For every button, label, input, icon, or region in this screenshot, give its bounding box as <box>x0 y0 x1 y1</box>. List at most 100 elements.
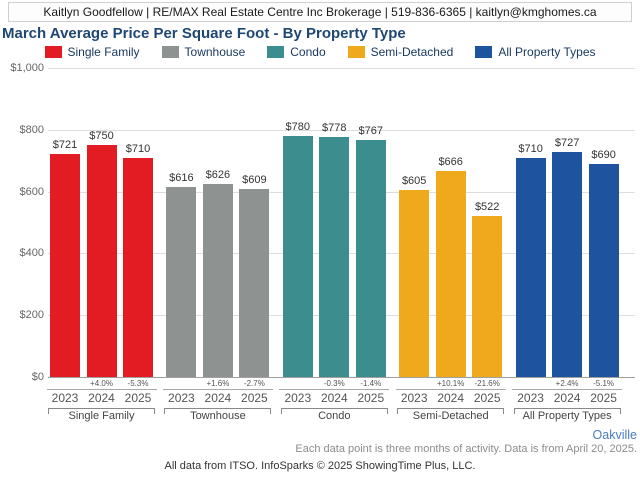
bar-value-label: $626 <box>205 168 231 181</box>
bar-townhouse-2025[interactable] <box>239 188 270 377</box>
bar-value-label: $767 <box>358 124 384 137</box>
legend-label: Condo <box>290 45 326 59</box>
bar-value-label: $690 <box>591 148 616 161</box>
bar-all-property-types-2025[interactable] <box>588 163 619 377</box>
x-axis-year-label: 2025 <box>124 391 152 405</box>
bar-semi-detached-2025[interactable] <box>472 215 503 377</box>
change-percent-label: -2.7% <box>243 379 265 388</box>
bar-value-label: $616 <box>169 171 194 184</box>
bar-value-label: $710 <box>518 142 543 155</box>
bar-single-family-2024[interactable] <box>86 145 117 377</box>
x-axis-year-label: 2025 <box>357 391 385 405</box>
legend-item-semi-detached[interactable]: Semi-Detached <box>347 45 454 59</box>
change-percent-label: -5.3% <box>127 379 149 388</box>
x-axis-year-label: 2023 <box>51 391 79 405</box>
gridline <box>48 129 635 131</box>
x-axis-year-label: 2025 <box>241 391 268 405</box>
x-axis-year-label: 2025 <box>590 391 617 405</box>
x-axis-line <box>48 377 635 378</box>
attribution-text: All data from ITSO. InfoSparks © 2025 Sh… <box>164 460 476 472</box>
change-percent-label: +10.1% <box>437 379 465 388</box>
legend-label: All Property Types <box>498 45 596 59</box>
bar-condo-2024[interactable] <box>319 136 350 377</box>
bar-single-family-2025[interactable] <box>123 157 153 377</box>
group-label-condo: Condo <box>318 410 351 422</box>
location-link[interactable]: Oakville <box>592 428 637 442</box>
group-separator-line <box>46 389 157 390</box>
group-separator-line <box>512 389 623 390</box>
data-footnote: Each data point is three months of activ… <box>295 443 637 455</box>
change-percent-label: +1.6% <box>206 379 230 388</box>
x-axis-year-label: 2024 <box>88 391 115 405</box>
legend-item-all-property-types[interactable]: All Property Types <box>475 45 596 59</box>
change-percent-label: +2.4% <box>555 379 579 388</box>
group-label-semi-detached: Semi-Detached <box>412 410 489 422</box>
change-percent-label: -0.3% <box>323 379 345 388</box>
bar-townhouse-2023[interactable] <box>166 186 197 377</box>
bar-value-label: $522 <box>474 200 500 213</box>
bar-value-label: $721 <box>52 139 78 152</box>
bar-value-label: $778 <box>322 121 347 134</box>
group-bracket <box>280 408 388 414</box>
x-axis-year-label: 2024 <box>320 391 348 405</box>
legend-swatch-icon <box>267 46 285 58</box>
bar-semi-detached-2024[interactable] <box>435 171 466 377</box>
group-label-all-property-types: All Property Types <box>522 410 612 422</box>
bar-value-label: $780 <box>285 120 311 133</box>
bar-all-property-types-2024[interactable] <box>552 152 583 377</box>
change-percent-label: -1.4% <box>360 379 382 388</box>
group-bracket <box>48 408 155 414</box>
chart-legend: Single Family Townhouse Condo Semi-Detached… <box>0 45 640 59</box>
change-percent-label: -21.6% <box>474 379 500 388</box>
group-separator-line <box>162 389 273 390</box>
bar-townhouse-2024[interactable] <box>202 183 233 377</box>
x-axis-year-label: 2023 <box>284 391 312 405</box>
x-axis-year-label: 2025 <box>473 391 501 405</box>
change-percent-label: -5.1% <box>593 379 615 388</box>
y-axis-tick-label: $600 <box>19 185 44 198</box>
bar-value-label: $710 <box>125 142 151 155</box>
bar-value-label: $666 <box>438 156 463 169</box>
x-axis-year-label: 2023 <box>517 391 544 405</box>
x-axis-year-label: 2023 <box>168 391 195 405</box>
legend-swatch-icon <box>475 46 493 58</box>
bar-value-label: $609 <box>242 173 267 186</box>
x-axis-year-label: 2023 <box>400 391 428 405</box>
legend-label: Semi-Detached <box>370 45 454 59</box>
legend-item-condo[interactable]: Condo <box>267 45 326 59</box>
bar-value-label: $605 <box>401 175 427 188</box>
legend-swatch-icon <box>161 46 179 58</box>
chart-title: March Average Price Per Square Foot - By… <box>2 25 406 42</box>
gridline <box>48 68 635 69</box>
group-separator-line <box>279 389 390 390</box>
bar-single-family-2023[interactable] <box>50 154 80 377</box>
group-bracket <box>397 408 505 414</box>
legend-label: Single Family <box>67 45 140 59</box>
x-axis-year-label: 2024 <box>204 391 232 405</box>
change-percent-label: +4.0% <box>90 379 113 388</box>
y-axis-tick-label: $200 <box>19 309 44 322</box>
legend-item-townhouse[interactable]: Townhouse <box>161 45 246 59</box>
bar-value-label: $750 <box>89 130 114 143</box>
legend-swatch-icon <box>347 46 365 58</box>
legend-item-single-family[interactable]: Single Family <box>44 45 140 59</box>
y-axis-tick-label: $0 <box>31 371 44 383</box>
y-axis-tick-label: $1,000 <box>10 62 44 74</box>
y-axis-tick-label: $800 <box>19 123 44 136</box>
group-label-townhouse: Townhouse <box>190 410 246 422</box>
legend-swatch-icon <box>44 46 62 58</box>
bar-condo-2023[interactable] <box>282 135 313 377</box>
bar-value-label: $727 <box>554 137 580 150</box>
x-axis-year-label: 2024 <box>437 391 465 405</box>
group-bracket <box>513 408 621 414</box>
x-axis-year-label: 2024 <box>553 391 581 405</box>
group-label-single-family: Single Family <box>68 410 135 422</box>
bar-all-property-types-2023[interactable] <box>515 157 546 377</box>
bar-condo-2025[interactable] <box>355 139 386 377</box>
legend-label: Townhouse <box>184 45 246 59</box>
y-axis-tick-label: $400 <box>19 247 44 260</box>
group-bracket <box>164 408 272 414</box>
bar-semi-detached-2023[interactable] <box>399 190 430 377</box>
agent-header: Kaitlyn Goodfellow | RE/MAX Real Estate … <box>8 2 632 22</box>
